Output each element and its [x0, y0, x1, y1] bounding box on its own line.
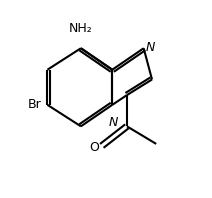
Text: O: O [89, 141, 99, 154]
Text: NH₂: NH₂ [69, 22, 93, 35]
Text: N: N [146, 41, 155, 54]
Text: N: N [109, 116, 118, 129]
Text: Br: Br [27, 98, 41, 111]
